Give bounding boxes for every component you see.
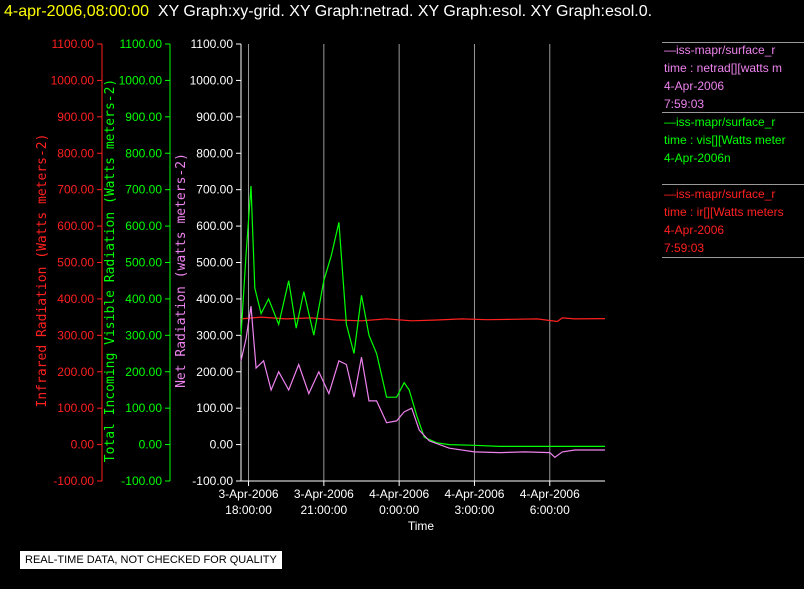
y-tick-label: 600.00 <box>125 219 162 233</box>
y-tick-label: 200.00 <box>57 365 94 379</box>
y-tick-label: 1100.00 <box>191 37 234 51</box>
y-tick-label: 500.00 <box>57 256 94 270</box>
y-axis-label: Net Radiation (watts meters-2) <box>174 153 189 388</box>
axes-layer <box>97 43 605 486</box>
y-tick-label: 1100.00 <box>120 37 163 51</box>
legend-separator <box>662 184 804 185</box>
y-tick-label: 300.00 <box>125 328 162 342</box>
y-tick-label: 300.00 <box>196 328 233 342</box>
y-tick-label: 1000.00 <box>51 73 95 87</box>
x-tick-date: 4-Apr-2006 <box>520 487 580 501</box>
legend-line: —iss-mapr/surface_r <box>664 115 776 129</box>
y-tick-label: 200.00 <box>125 365 162 379</box>
y-tick-label: 700.00 <box>57 183 94 197</box>
y-tick-label: 1000.00 <box>190 73 234 87</box>
y-axis-label: Total Incoming Visible Radiation (Watts … <box>103 79 118 463</box>
y-tick-label: 700.00 <box>125 183 162 197</box>
y-tick-label: 800.00 <box>57 146 94 160</box>
y-tick-label: 500.00 <box>196 256 233 270</box>
legend-line: time : netrad[][watts m <box>664 61 783 75</box>
series-line-vis <box>240 185 605 447</box>
y-tick-label: 400.00 <box>125 292 162 306</box>
y-tick-label: 400.00 <box>196 292 233 306</box>
legend-separator <box>662 42 804 43</box>
y-tick-label: 100.00 <box>196 401 233 415</box>
y-tick-label: 400.00 <box>57 292 94 306</box>
y-tick-label: 700.00 <box>196 183 233 197</box>
y-tick-label: -100.00 <box>121 474 162 488</box>
grid-layer <box>248 44 551 481</box>
legend-line: 7:59:03 <box>664 241 705 255</box>
y-tick-label: 900.00 <box>57 110 94 124</box>
y-tick-label: 800.00 <box>196 146 233 160</box>
legend-line: —iss-mapr/surface_r <box>664 43 776 57</box>
y-tick-label: 600.00 <box>57 219 94 233</box>
x-tick-date: 3-Apr-2006 <box>294 487 354 501</box>
y-tick-label: 300.00 <box>57 328 94 342</box>
y-tick-label: -100.00 <box>53 474 94 488</box>
series-layer <box>240 185 606 459</box>
legend-line: time : vis[][Watts meter <box>664 133 786 147</box>
x-tick-date: 4-Apr-2006 <box>444 487 504 501</box>
y-tick-label: 0.00 <box>139 438 163 452</box>
labels-layer: 3-Apr-2006 18:00:00 3-Apr-2006 21:00:00 4-Ap… <box>35 37 580 533</box>
legend-line: —iss-mapr/surface_r <box>664 187 776 201</box>
y-tick-label: 900.00 <box>196 110 233 124</box>
y-tick-label: 600.00 <box>196 219 233 233</box>
x-axis-label: Time <box>408 519 435 533</box>
timestamp-title: 4-apr-2006,08:00:00 <box>4 3 149 20</box>
series-line-ir <box>240 316 606 323</box>
series-line-netrad <box>240 306 605 459</box>
y-tick-label: 1100.00 <box>52 37 95 51</box>
y-tick-label: 800.00 <box>125 146 162 160</box>
legend-line: 4-Apr-2006n <box>664 151 731 165</box>
graph-list-title: XY Graph:xy-grid. XY Graph:netrad. XY Gr… <box>157 3 653 20</box>
x-tick-time: 3:00:00 <box>454 503 494 517</box>
legend-separator <box>662 112 804 113</box>
y-axis-label: Infrared Radiation (Watts meters-2) <box>35 134 50 408</box>
quality-note: REAL-TIME DATA, NOT CHECKED FOR QUALITY <box>20 551 282 569</box>
y-tick-label: -100.00 <box>192 474 233 488</box>
legend-line: 7:59:03 <box>664 97 705 111</box>
y-tick-label: 100.00 <box>125 401 162 415</box>
x-tick-date: 4-Apr-2006 <box>369 487 429 501</box>
x-tick-time: 6:00:00 <box>530 503 570 517</box>
legend-separator <box>662 257 804 258</box>
x-tick-time: 0:00:00 <box>379 503 419 517</box>
y-tick-label: 1000.00 <box>119 73 163 87</box>
y-tick-label: 500.00 <box>125 256 162 270</box>
y-tick-label: 900.00 <box>125 110 162 124</box>
y-tick-label: 0.00 <box>210 438 234 452</box>
y-tick-label: 100.00 <box>57 401 94 415</box>
title-bar: 4-apr-2006,08:00:00 XY Graph:xy-grid. XY… <box>4 3 652 21</box>
x-tick-time: 21:00:00 <box>300 503 347 517</box>
y-tick-label: 200.00 <box>196 365 233 379</box>
x-tick-time: 18:00:00 <box>225 503 272 517</box>
legend-line: 4-Apr-2006 <box>664 79 725 93</box>
y-tick-label: 0.00 <box>71 438 95 452</box>
legend-line: time : ir[][Watts meters <box>664 205 784 219</box>
x-tick-date: 3-Apr-2006 <box>219 487 279 501</box>
legend-line: 4-Apr-2006 <box>664 223 725 237</box>
